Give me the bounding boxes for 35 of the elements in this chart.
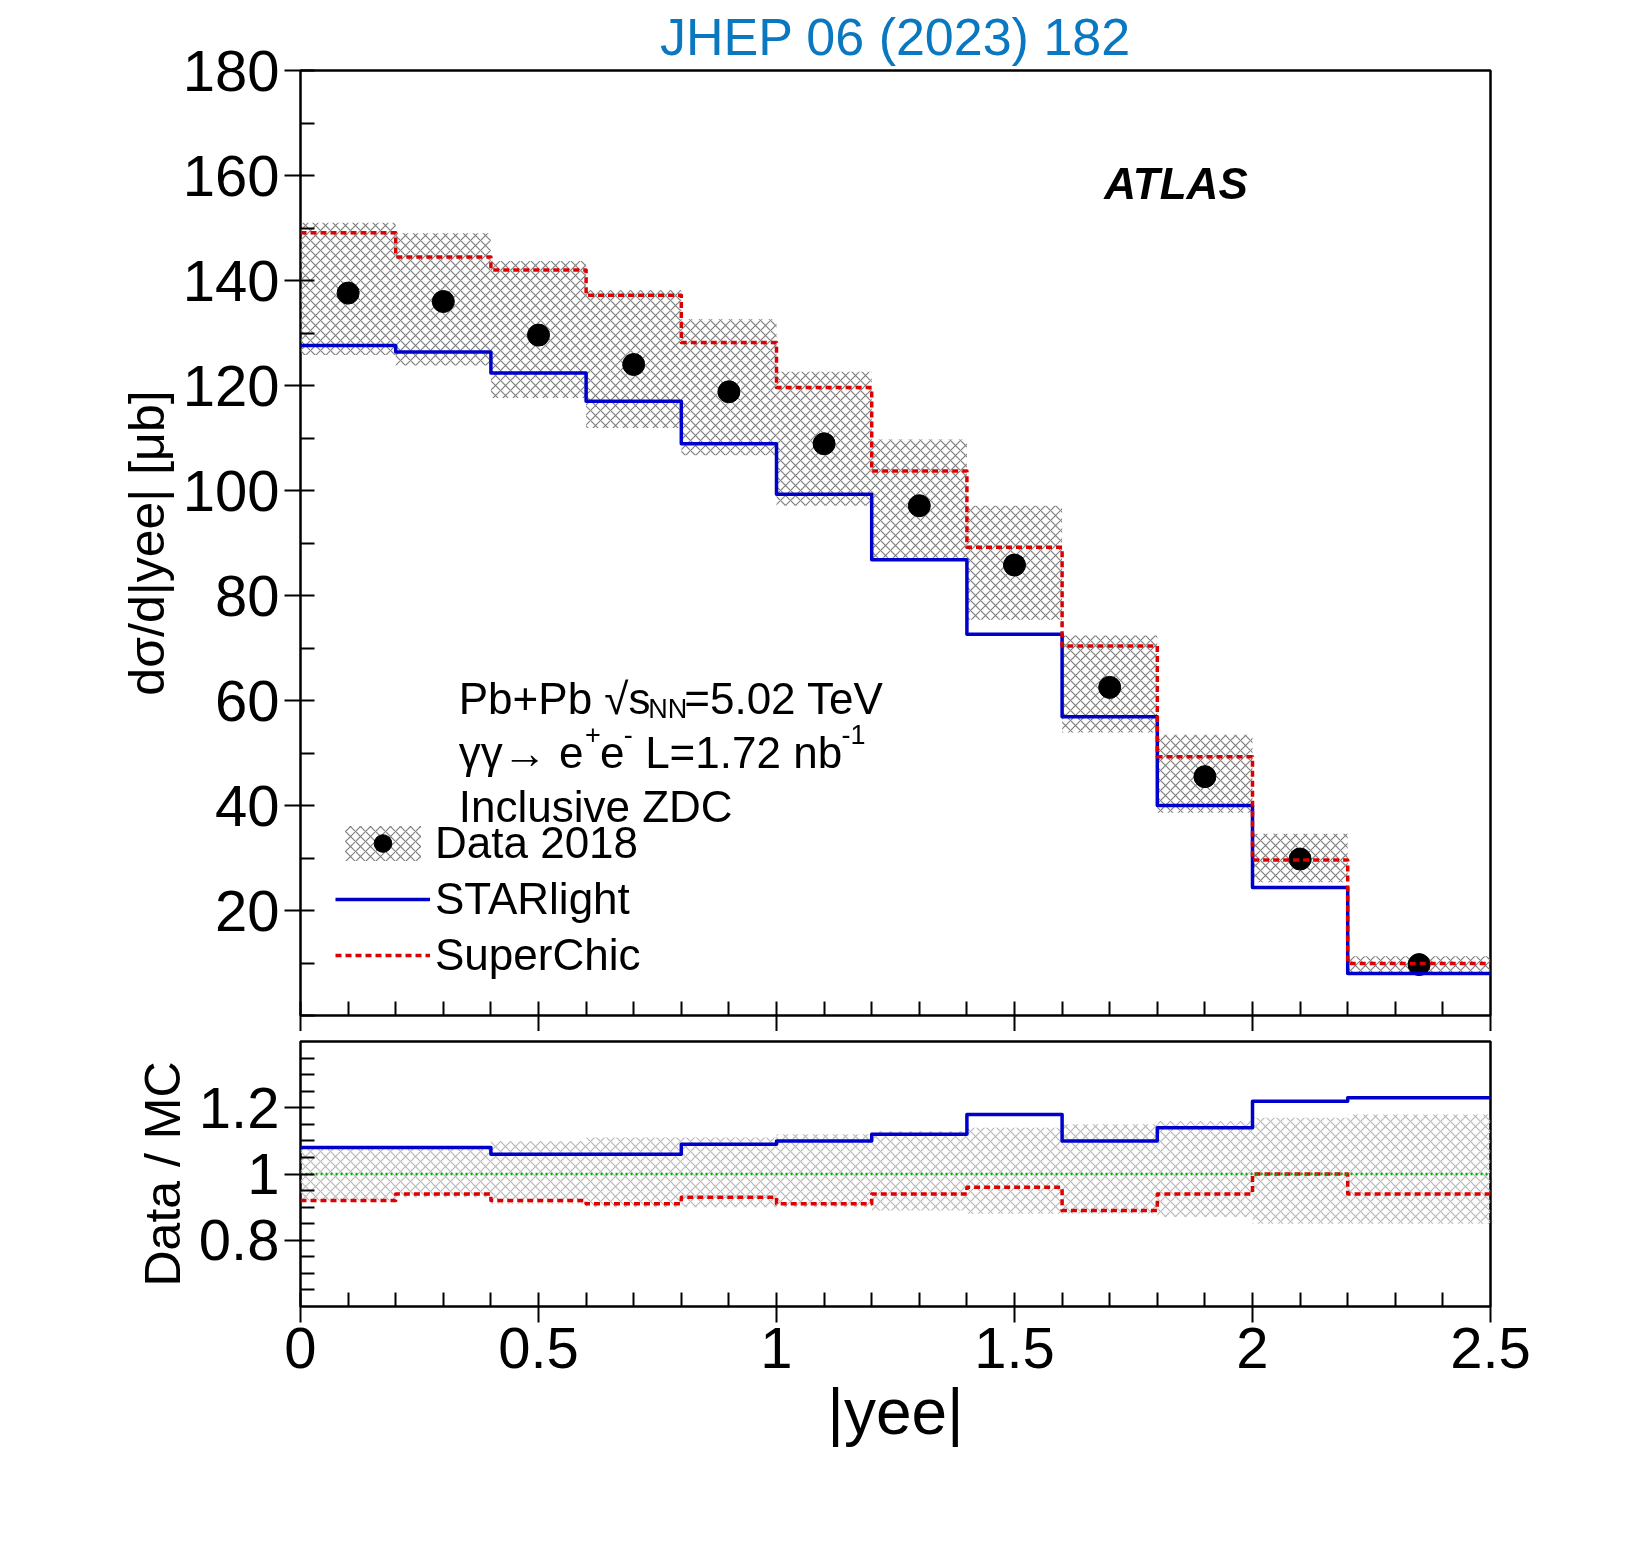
point bbox=[527, 323, 550, 347]
y-tick-label: 1.2 bbox=[198, 1074, 280, 1140]
point bbox=[1098, 675, 1122, 699]
y-tick-label: 160 bbox=[182, 142, 280, 208]
point bbox=[622, 353, 646, 376]
legend-label: STARlight bbox=[435, 874, 630, 924]
legend-label: SuperChic bbox=[435, 930, 641, 980]
y-tick-label: 180 bbox=[182, 37, 280, 103]
y-tick-label: 100 bbox=[182, 457, 280, 523]
point bbox=[907, 494, 931, 518]
x-axis-title: |yee| bbox=[827, 1375, 964, 1448]
x-tick-label: 2.5 bbox=[1450, 1314, 1531, 1380]
y-tick-label: 120 bbox=[182, 352, 280, 418]
annotation: ATLAS bbox=[1103, 158, 1248, 208]
y-tick-label: 80 bbox=[214, 562, 280, 628]
y-axis-title: Data / MC bbox=[134, 1061, 191, 1287]
point bbox=[717, 380, 741, 404]
point bbox=[336, 281, 360, 305]
chart-title: JHEP 06 (2023) 182 bbox=[659, 7, 1131, 66]
y-tick-label: 60 bbox=[214, 667, 280, 733]
x-tick-label: 2 bbox=[1236, 1314, 1269, 1380]
x-tick-label: 0.5 bbox=[498, 1314, 579, 1380]
y-tick-label: 20 bbox=[214, 877, 280, 943]
x-tick-label: 1.5 bbox=[974, 1314, 1055, 1380]
y-axis-title: dσ/d|yee| [μb] bbox=[118, 390, 175, 696]
y-tick-label: 0.8 bbox=[198, 1207, 280, 1273]
y-tick-label: 40 bbox=[214, 772, 280, 838]
y-tick-label: 1 bbox=[247, 1141, 280, 1206]
x-tick-label: 0 bbox=[284, 1314, 317, 1380]
y-tick-label: 140 bbox=[182, 247, 280, 313]
annotation: Pb+Pb √sNN=5.02 TeV bbox=[458, 674, 884, 724]
point bbox=[812, 432, 836, 456]
x-tick-label: 1 bbox=[760, 1314, 793, 1380]
point bbox=[1003, 553, 1026, 577]
point bbox=[431, 290, 455, 313]
